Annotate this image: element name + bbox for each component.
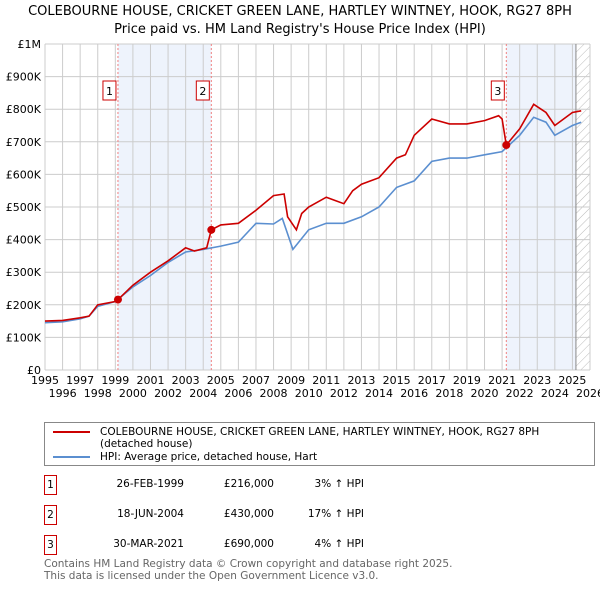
x-tick-label: 2019 [453, 374, 481, 387]
sale-point [113, 295, 122, 304]
x-tick-label: 2002 [154, 387, 182, 400]
legend: COLEBOURNE HOUSE, CRICKET GREEN LANE, HA… [44, 422, 595, 466]
legend-property: COLEBOURNE HOUSE, CRICKET GREEN LANE, HA… [100, 426, 540, 450]
sale-price: £690,000 [223, 538, 274, 550]
sale-date: 30-MAR-2021 [113, 538, 184, 550]
x-tick-label: 2014 [365, 387, 393, 400]
y-tick-label: £500K [6, 201, 42, 214]
x-tick-label: 2020 [471, 387, 499, 400]
y-tick-label: £100K [6, 331, 42, 344]
x-tick-label: 2001 [136, 374, 164, 387]
sale-label-box [490, 80, 505, 101]
sale-label: 3 [494, 85, 501, 98]
sale-marker-3: 3 [44, 535, 57, 555]
sale-label-box [102, 80, 117, 101]
y-tick-label: £400K [6, 234, 42, 247]
property-price-line [44, 103, 582, 322]
x-tick-label: 2008 [260, 387, 288, 400]
y-tick-label: £600K [6, 168, 42, 181]
legend-blue-line [53, 456, 90, 458]
x-tick-label: 2016 [400, 387, 428, 400]
y-tick-label: £300K [6, 266, 42, 279]
chart-title: COLEBOURNE HOUSE, CRICKET GREEN LANE, HA… [28, 4, 572, 37]
x-tick-label: 2017 [418, 374, 446, 387]
x-tick-label: 1999 [101, 374, 129, 387]
sale-label: 2 [199, 85, 206, 98]
sale-date: 18-JUN-2004 [117, 508, 184, 520]
x-tick-label: 2011 [312, 374, 340, 387]
sale-label: 1 [106, 85, 113, 98]
x-tick-label: 2021 [488, 374, 516, 387]
sale-hpi: 17% ↑ HPI [307, 508, 364, 520]
sale-marker-2: 2 [44, 505, 57, 525]
sale-point [207, 225, 216, 234]
y-tick-label: £200K [6, 299, 42, 312]
legend-red-line [53, 431, 90, 433]
x-tick-label: 2005 [207, 374, 235, 387]
y-tick-label: £1M [18, 38, 42, 51]
y-tick-label: £900K [6, 71, 42, 84]
y-tick-label: £700K [6, 136, 42, 149]
x-tick-label: 2000 [119, 387, 147, 400]
price-chart: 1995199619971998199920002001200220032004… [6, 38, 600, 400]
x-tick-label: 2009 [277, 374, 305, 387]
x-tick-label: 2010 [295, 387, 323, 400]
x-tick-label: 1997 [66, 374, 94, 387]
x-tick-label: 1995 [31, 374, 59, 387]
x-tick-label: 2013 [347, 374, 375, 387]
x-tick-label: 2026 [576, 387, 600, 400]
sale-price: £216,000 [223, 478, 274, 490]
legend-hpi: HPI: Average price, detached house, Hart [100, 451, 318, 463]
x-tick-label: 2025 [558, 374, 586, 387]
x-tick-label: 2018 [435, 387, 463, 400]
x-tick-label: 1996 [49, 387, 77, 400]
sale-date: 26-FEB-1999 [116, 478, 184, 490]
x-tick-label: 2003 [172, 374, 200, 387]
sale-label-box [195, 80, 210, 101]
x-tick-label: 2006 [224, 387, 252, 400]
y-tick-label: £800K [6, 103, 42, 116]
sale-hpi: 4% ↑ HPI [314, 538, 364, 550]
x-tick-label: 2004 [189, 387, 217, 400]
x-tick-label: 2007 [242, 374, 270, 387]
sale-point [502, 141, 511, 150]
sale-price: £430,000 [223, 508, 274, 520]
footer: Contains HM Land Registry data © Crown c… [44, 558, 453, 582]
x-tick-label: 2024 [541, 387, 569, 400]
x-tick-label: 2015 [383, 374, 411, 387]
x-tick-label: 2022 [506, 387, 534, 400]
y-tick-label: £0 [27, 364, 41, 377]
x-tick-label: 1998 [84, 387, 112, 400]
x-tick-label: 2012 [330, 387, 358, 400]
x-tick-label: 2023 [523, 374, 551, 387]
sale-hpi: 3% ↑ HPI [314, 478, 364, 490]
sale-marker-1: 1 [44, 475, 57, 495]
